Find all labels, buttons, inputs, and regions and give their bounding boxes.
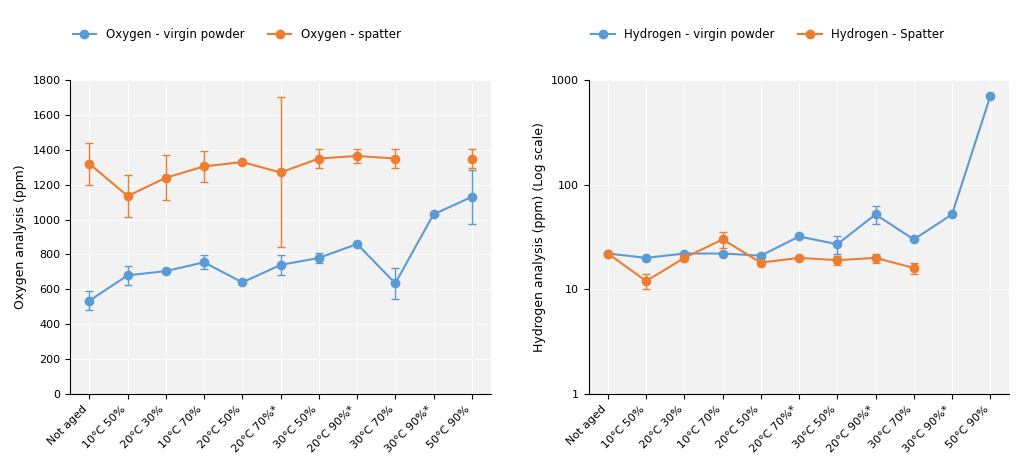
Y-axis label: Oxygen analysis (ppm): Oxygen analysis (ppm) (14, 165, 27, 309)
Legend: Oxygen - virgin powder, Oxygen - spatter: Oxygen - virgin powder, Oxygen - spatter (68, 23, 406, 45)
Y-axis label: Hydrogen analysis (ppm) (Log scale): Hydrogen analysis (ppm) (Log scale) (532, 122, 546, 352)
Legend: Hydrogen - virgin powder, Hydrogen - Spatter: Hydrogen - virgin powder, Hydrogen - Spa… (587, 23, 949, 45)
